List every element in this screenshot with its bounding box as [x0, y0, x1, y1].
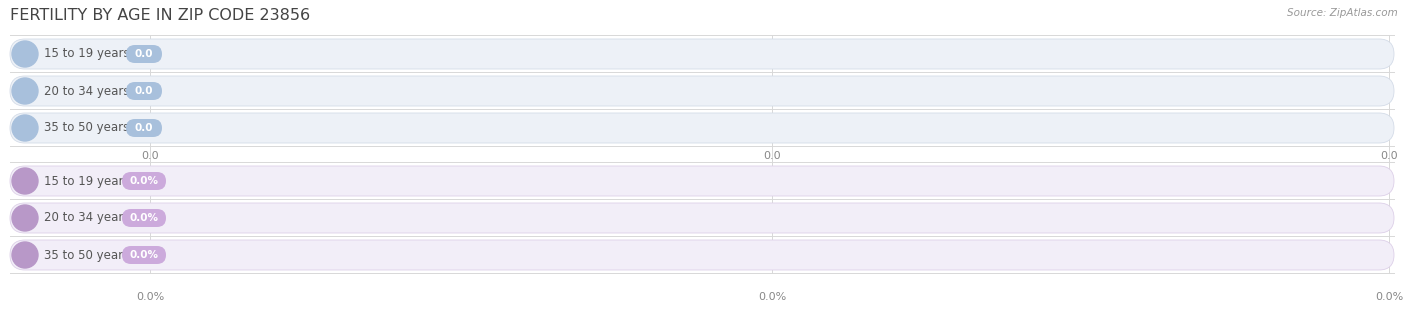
- Text: 0.0%: 0.0%: [136, 292, 165, 302]
- Circle shape: [13, 115, 38, 141]
- Circle shape: [13, 168, 38, 194]
- FancyBboxPatch shape: [127, 45, 162, 63]
- Text: 20 to 34 years: 20 to 34 years: [44, 84, 129, 97]
- FancyBboxPatch shape: [10, 240, 1393, 270]
- Text: 0.0: 0.0: [135, 86, 153, 96]
- Text: 0.0%: 0.0%: [1375, 292, 1403, 302]
- Text: 0.0%: 0.0%: [129, 176, 159, 186]
- Text: Source: ZipAtlas.com: Source: ZipAtlas.com: [1288, 8, 1398, 18]
- Text: 0.0%: 0.0%: [758, 292, 786, 302]
- FancyBboxPatch shape: [122, 246, 166, 264]
- FancyBboxPatch shape: [10, 76, 1393, 106]
- FancyBboxPatch shape: [127, 119, 162, 137]
- Text: 20 to 34 years: 20 to 34 years: [44, 212, 129, 224]
- Text: 15 to 19 years: 15 to 19 years: [44, 48, 129, 60]
- Circle shape: [13, 78, 38, 104]
- FancyBboxPatch shape: [122, 209, 166, 227]
- Text: 0.0%: 0.0%: [129, 213, 159, 223]
- Text: 35 to 50 years: 35 to 50 years: [44, 121, 129, 135]
- Text: 0.0%: 0.0%: [129, 250, 159, 260]
- Text: 15 to 19 years: 15 to 19 years: [44, 175, 129, 187]
- Text: 0.0: 0.0: [763, 151, 780, 161]
- Text: FERTILITY BY AGE IN ZIP CODE 23856: FERTILITY BY AGE IN ZIP CODE 23856: [10, 8, 311, 23]
- FancyBboxPatch shape: [127, 82, 162, 100]
- FancyBboxPatch shape: [122, 172, 166, 190]
- Circle shape: [13, 242, 38, 268]
- Text: 0.0: 0.0: [135, 49, 153, 59]
- Text: 35 to 50 years: 35 to 50 years: [44, 248, 129, 261]
- Circle shape: [13, 205, 38, 231]
- Circle shape: [13, 41, 38, 67]
- FancyBboxPatch shape: [10, 113, 1393, 143]
- FancyBboxPatch shape: [10, 39, 1393, 69]
- Text: 0.0: 0.0: [141, 151, 159, 161]
- Text: 0.0: 0.0: [135, 123, 153, 133]
- FancyBboxPatch shape: [10, 203, 1393, 233]
- Text: 0.0: 0.0: [1381, 151, 1398, 161]
- FancyBboxPatch shape: [10, 166, 1393, 196]
